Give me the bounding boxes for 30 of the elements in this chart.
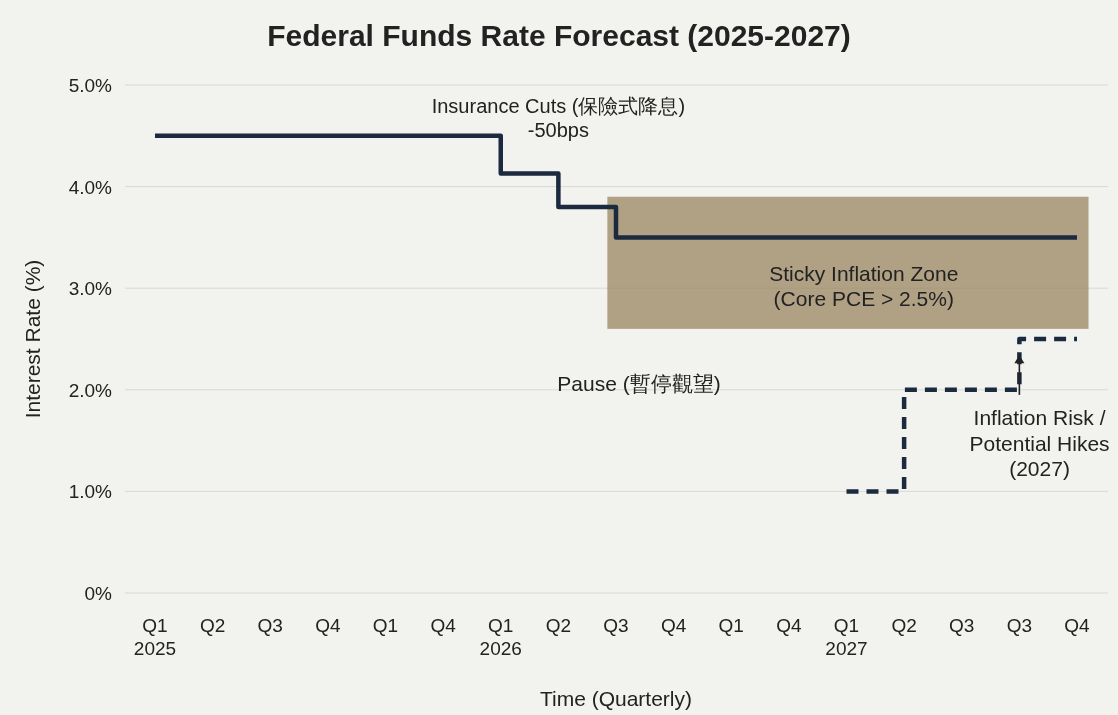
y-tick-label: 1.0% xyxy=(68,481,113,503)
x-tick-label: Q2 xyxy=(545,615,572,636)
x-tick-label: Q1 xyxy=(718,615,744,636)
x-tick-label: Q4 xyxy=(1064,615,1091,636)
x-axis-title: Time (Quarterly) xyxy=(539,687,693,710)
y-tick-label: 3.0% xyxy=(68,278,113,300)
x-tick-label: Q2 xyxy=(891,615,917,636)
x-tick-label: Q1 xyxy=(372,615,399,636)
x-tick-label: Q3 xyxy=(1006,615,1033,636)
x-tick-label: Q4 xyxy=(430,615,457,636)
y-axis-title: Interest Rate (%) xyxy=(21,259,44,419)
y-tick-label: 0% xyxy=(84,583,113,604)
x-tick-label: Q3 xyxy=(949,615,975,636)
chart-title: Federal Funds Rate Forecast (2025-2027) xyxy=(267,19,851,52)
x-tick-label: Q3 xyxy=(257,615,283,636)
x-tick-label: Q3 xyxy=(603,615,629,636)
y-tick-label: 4.0% xyxy=(68,176,113,198)
x-tick-label: Q4 xyxy=(315,615,341,636)
annotation: Insurance Cuts (保險式降息) -50bps xyxy=(431,95,686,142)
annotation: Inflation Risk / Potential Hikes (2027) xyxy=(969,406,1110,480)
annotation: Sticky Inflation Zone (Core PCE > 2.5%) xyxy=(769,262,959,311)
x-tick-label: Q1 2025 xyxy=(133,615,177,659)
annotation: Pause (暫停觀望) xyxy=(557,371,721,395)
y-tick-label: 5.0% xyxy=(68,75,113,96)
x-tick-label: Q4 xyxy=(776,615,802,636)
x-tick-label: Q2 xyxy=(199,615,226,636)
y-tick-label: 2.0% xyxy=(68,379,113,401)
x-tick-label: Q4 xyxy=(660,615,687,636)
x-tick-label: Q1 2027 xyxy=(825,615,868,659)
x-tick-label: Q1 2026 xyxy=(479,615,522,659)
